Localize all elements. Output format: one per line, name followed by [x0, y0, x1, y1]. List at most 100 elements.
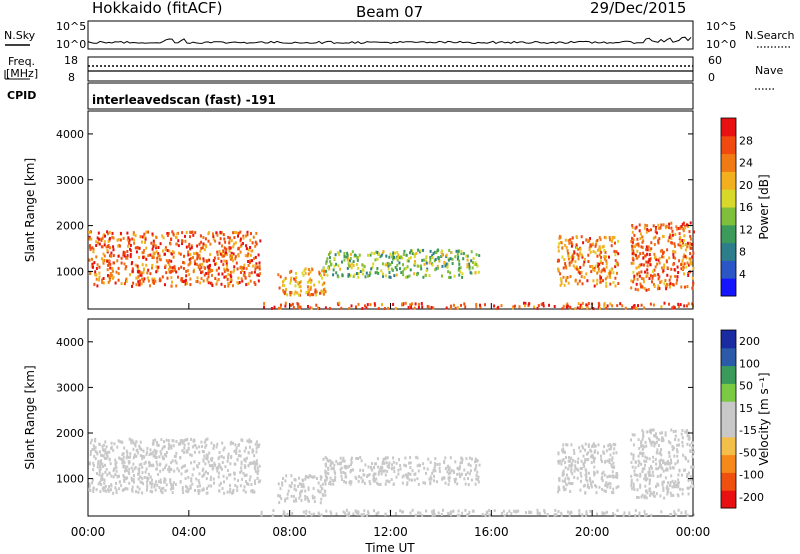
data-cell — [223, 259, 226, 263]
data-cell — [630, 474, 633, 478]
data-cell — [183, 261, 186, 265]
data-cell — [137, 280, 140, 284]
data-cell — [243, 263, 246, 267]
data-cell — [642, 251, 645, 255]
data-cell — [325, 509, 328, 513]
data-cell — [656, 287, 659, 291]
data-cell — [406, 476, 409, 480]
data-cell — [367, 274, 370, 278]
data-cell — [222, 233, 225, 237]
data-cell — [611, 470, 614, 474]
data-cell — [647, 471, 650, 474]
data-cell — [689, 450, 692, 453]
data-cell — [430, 477, 433, 481]
data-cell — [305, 291, 308, 294]
data-cell — [132, 281, 135, 285]
data-cell — [473, 262, 476, 266]
data-cell — [557, 461, 560, 465]
data-cell — [251, 241, 254, 245]
data-cell — [180, 265, 183, 269]
data-cell — [341, 260, 343, 264]
data-cell — [577, 270, 580, 274]
data-cell — [320, 497, 323, 501]
data-cell — [229, 462, 232, 466]
data-cell — [682, 264, 685, 268]
data-cell — [240, 460, 243, 464]
data-cell — [685, 265, 688, 269]
data-cell — [105, 467, 108, 471]
data-cell — [477, 270, 480, 274]
data-cell — [383, 307, 386, 310]
data-cell — [346, 465, 349, 469]
data-cell — [151, 490, 154, 494]
data-cell — [684, 468, 687, 472]
data-cell — [631, 252, 634, 256]
data-cell — [384, 482, 387, 486]
data-cell — [655, 492, 658, 496]
data-cell — [101, 281, 104, 284]
data-cell — [140, 282, 143, 286]
data-cell — [323, 273, 326, 277]
data-cell — [462, 257, 465, 261]
colorbar-tick-label: 4 — [739, 268, 746, 281]
data-cell — [665, 486, 668, 490]
data-cell — [350, 458, 353, 462]
data-cell — [500, 511, 503, 515]
data-cell — [172, 232, 175, 236]
data-cell — [376, 257, 379, 261]
data-cell — [669, 441, 672, 445]
colorbar-segment — [721, 242, 736, 261]
data-cell — [438, 470, 441, 473]
data-cell — [616, 304, 619, 308]
data-cell — [609, 271, 612, 275]
data-cell — [645, 444, 648, 448]
data-cell — [658, 256, 661, 260]
data-cell — [347, 274, 350, 278]
data-cell — [178, 251, 180, 255]
data-cell — [409, 472, 412, 476]
data-cell — [632, 443, 635, 447]
data-cell — [254, 283, 257, 286]
data-cell — [650, 228, 652, 232]
data-cell — [564, 487, 567, 491]
data-cell — [248, 438, 251, 442]
data-cell — [641, 454, 644, 458]
data-cell — [649, 439, 651, 443]
data-cell — [656, 262, 659, 266]
data-cell — [101, 444, 104, 448]
data-cell — [563, 258, 566, 262]
data-cell — [636, 277, 639, 281]
data-cell — [101, 448, 104, 452]
data-cell — [117, 244, 120, 248]
data-cell — [181, 488, 184, 492]
data-cell — [355, 263, 358, 266]
data-cell — [392, 251, 395, 255]
data-cell — [692, 230, 695, 234]
data-cell — [479, 303, 481, 307]
data-cell — [165, 271, 168, 275]
data-cell — [687, 274, 690, 277]
data-cell — [116, 445, 119, 449]
data-cell — [129, 452, 132, 456]
data-cell — [677, 478, 680, 482]
data-cell — [403, 249, 406, 253]
data-cell — [170, 487, 172, 491]
data-cell — [162, 457, 165, 461]
data-cell — [348, 464, 351, 468]
data-cell — [660, 279, 663, 283]
data-cell — [636, 272, 639, 276]
data-cell — [206, 277, 209, 281]
data-cell — [215, 445, 218, 449]
data-cell — [465, 473, 467, 477]
data-cell — [441, 477, 444, 481]
data-cell — [90, 438, 93, 442]
data-cell — [214, 262, 217, 266]
data-cell — [254, 267, 257, 271]
data-cell — [117, 272, 120, 276]
data-cell — [657, 483, 660, 487]
data-cell — [117, 254, 120, 258]
data-cell — [388, 271, 391, 274]
y-tick-label: 1000 — [56, 473, 84, 486]
data-cell — [414, 472, 417, 476]
data-cell — [138, 463, 141, 467]
